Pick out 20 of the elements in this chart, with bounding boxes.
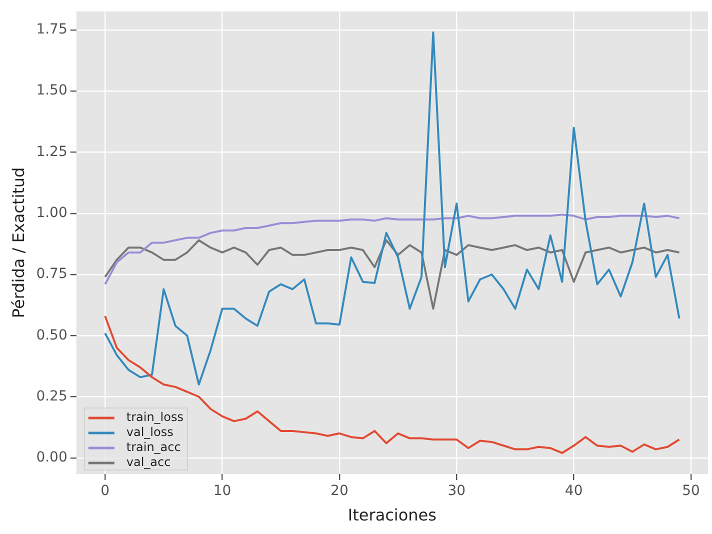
x-tick-label: 40	[564, 483, 583, 500]
legend-label: train_loss	[126, 410, 184, 424]
y-tick-label: 1.75	[36, 22, 68, 38]
x-tick-label: 50	[682, 483, 700, 500]
x-axis-title: Iteraciones	[348, 506, 436, 525]
y-tick-label: 1.00	[36, 205, 68, 221]
x-tick-label: 10	[213, 483, 232, 500]
x-tick-label: 20	[330, 483, 348, 500]
y-tick-label: 1.25	[36, 144, 68, 160]
x-tick-label: 0	[100, 483, 110, 500]
y-tick-label: 0.00	[36, 450, 68, 466]
y-tick-label: 0.25	[36, 388, 68, 404]
y-tick-label: 1.50	[36, 82, 68, 99]
y-tick-label: 0.50	[36, 327, 68, 344]
y-tick-label: 0.75	[36, 266, 68, 282]
x-tick-label: 30	[448, 483, 466, 500]
legend-label: val_loss	[126, 425, 174, 440]
y-axis-title: Pérdida / Exactitud	[8, 167, 28, 318]
legend-label: train_acc	[126, 440, 181, 454]
legend-label: val_acc	[126, 455, 171, 470]
